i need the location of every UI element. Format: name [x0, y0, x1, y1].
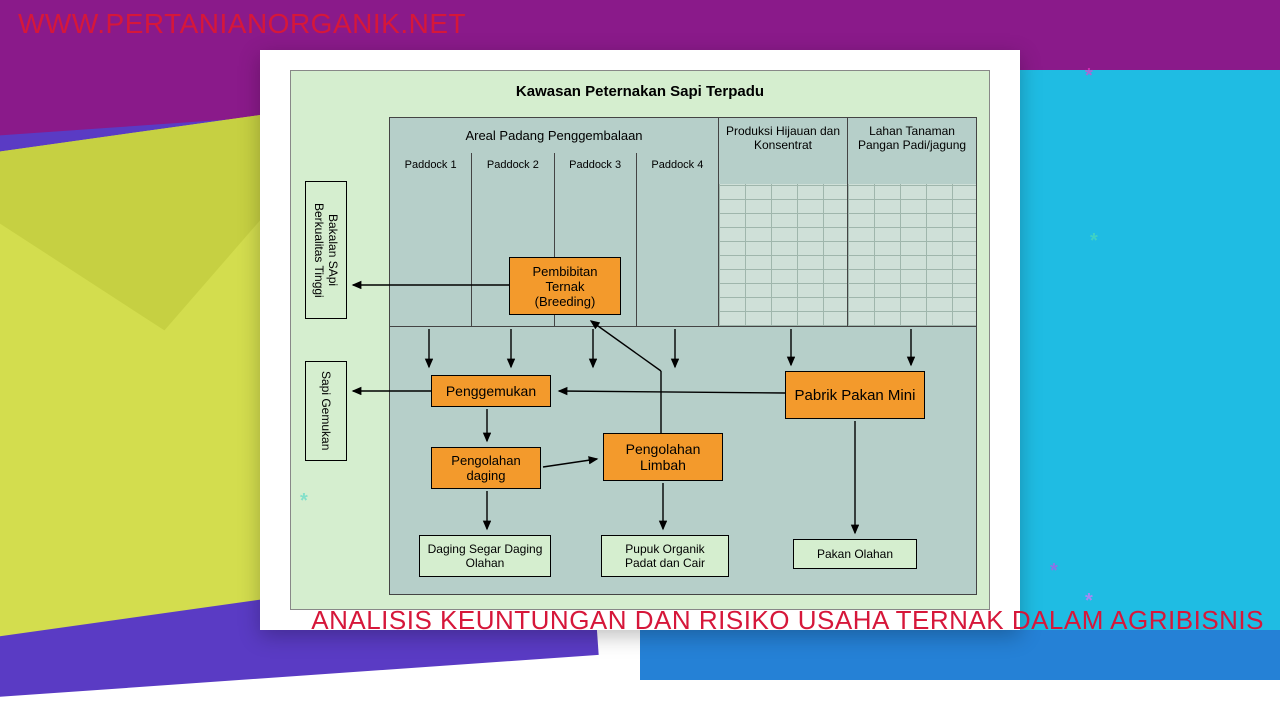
decorative-asterisk: * [300, 490, 308, 513]
side-output-sapi-gemukan: Sapi Gemukan [305, 361, 347, 461]
grazing-title: Areal Padang Penggembalaan [390, 118, 718, 153]
box-produksi-hijauan-label: Produksi Hijauan dan Konsentrat [726, 124, 840, 152]
watermark-url: WWW.PERTANIANORGANIK.NET [18, 8, 466, 40]
node-fattening: Penggemukan [431, 375, 551, 407]
box-lahan-pangan-label: Lahan Tanaman Pangan Padi/jagung [858, 124, 966, 152]
flowchart-diagram: Kawasan Peternakan Sapi Terpadu Bakalan … [290, 70, 990, 610]
decorative-asterisk: * [1085, 65, 1093, 88]
diagram-title: Kawasan Peternakan Sapi Terpadu [291, 71, 989, 108]
output-meat: Daging Segar Daging Olahan [419, 535, 551, 577]
paddock-1: Paddock 1 [390, 153, 471, 326]
node-meat: Pengolahan daging [431, 447, 541, 489]
output-fertilizer: Pupuk Organik Padat dan Cair [601, 535, 729, 577]
side-output-bakalan: Bakalan SApi Berkualitas Tinggi [305, 181, 347, 319]
decorative-asterisk: * [1050, 560, 1058, 583]
box-produksi-hijauan: Produksi Hijauan dan Konsentrat [719, 117, 848, 327]
node-breeding: Pembibitan Ternak (Breeding) [509, 257, 621, 315]
watermark-caption: ANALISIS KEUNTUNGAN DAN RISIKO USAHA TER… [311, 605, 1264, 636]
decorative-asterisk: * [1090, 230, 1098, 253]
paper-sheet: Kawasan Peternakan Sapi Terpadu Bakalan … [260, 50, 1020, 630]
box-lahan-pangan: Lahan Tanaman Pangan Padi/jagung [848, 117, 977, 327]
top-row: Areal Padang Penggembalaan Paddock 1 Pad… [389, 117, 977, 327]
brick-pattern [719, 184, 847, 326]
node-waste: Pengolahan Limbah [603, 433, 723, 481]
decorative-asterisk: * [1085, 590, 1093, 613]
brick-pattern-2 [848, 184, 976, 326]
paddock-4: Paddock 4 [636, 153, 718, 326]
node-feed: Pabrik Pakan Mini [785, 371, 925, 419]
output-feed: Pakan Olahan [793, 539, 917, 569]
